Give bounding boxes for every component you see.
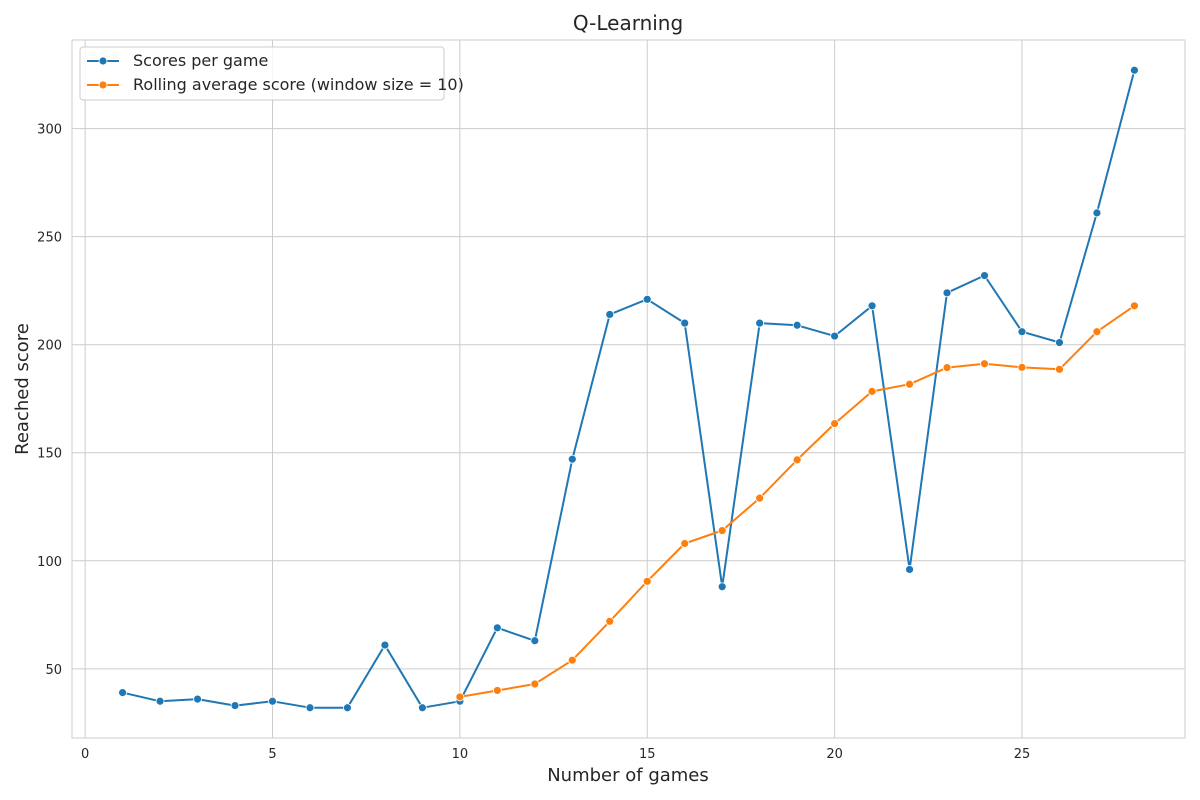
data-point [980,271,989,280]
data-point [792,455,802,465]
y-tick-label: 200 [37,339,62,354]
data-point [830,419,840,428]
x-tick-label: 5 [268,747,276,762]
data-point [492,623,502,633]
data-point [268,696,277,706]
series-1 [455,301,1139,702]
y-tick-label: 50 [45,663,62,678]
chart-title: Q-Learning [573,11,683,35]
x-tick-label: 25 [1014,747,1031,762]
legend-label-rolling-average: Rolling average score (window size = 10) [133,75,464,94]
tick-labels: 0 5 10 15 20 25 50 100 150 200 250 300 [37,123,1030,762]
data-point [1092,327,1102,337]
x-tick-label: 10 [452,747,469,762]
x-tick-label: 0 [81,747,89,762]
y-tick-label: 300 [37,123,62,138]
data-point [942,288,952,298]
data-point [1130,65,1139,75]
data-point [1092,208,1102,218]
legend-entry-rolling-average: Rolling average score (window size = 10) [87,75,464,94]
series-line [459,304,1135,698]
data-point [1130,301,1139,311]
data-point [642,294,652,304]
data-point [1017,362,1027,372]
y-tick-label: 100 [37,555,62,570]
plot-area-border [71,39,1186,739]
data-point [605,310,615,319]
data-point [118,688,127,698]
data-point [305,703,315,713]
data-point [867,386,877,396]
data-point [942,363,952,373]
data-point [867,301,877,311]
data-point [680,539,690,548]
data-point [530,636,540,646]
data-point [343,703,352,713]
data-point [717,582,727,592]
data-point [905,379,914,389]
data-point [193,694,202,704]
legend-entry-scores: Scores per game [87,51,268,70]
data-point [1055,338,1064,347]
series-layer [118,65,1139,713]
series-line [122,70,1136,709]
data-point [830,331,840,341]
grid [72,40,1185,738]
data-point [792,320,802,330]
data-point [417,703,427,713]
data-point [567,454,577,464]
data-point [680,318,690,328]
data-point [230,701,240,710]
y-tick-label: 150 [37,447,62,462]
legend-label-scores: Scores per game [133,51,268,70]
legend-box [79,46,445,101]
data-point [530,679,540,689]
data-point [155,696,165,706]
data-point [567,655,577,665]
data-point [492,686,502,695]
legend-swatch-marker [98,56,108,66]
data-point [642,576,652,586]
x-tick-label: 15 [639,747,656,762]
data-point [755,493,765,503]
data-point [1055,364,1064,374]
y-axis-label: Reached score [12,323,33,455]
data-point [755,318,765,328]
data-point [1017,327,1027,337]
data-point [905,565,914,574]
legend: Scores per game Rolling average score (w… [79,46,464,101]
x-axis-label: Number of games [547,765,709,786]
data-point [455,692,465,702]
data-point [717,526,727,535]
series-0 [118,65,1139,713]
legend-swatch-marker [98,80,108,90]
y-tick-label: 250 [37,231,62,246]
data-point [605,616,615,626]
x-tick-label: 20 [826,747,843,762]
data-point [380,640,390,650]
data-point [980,359,989,369]
